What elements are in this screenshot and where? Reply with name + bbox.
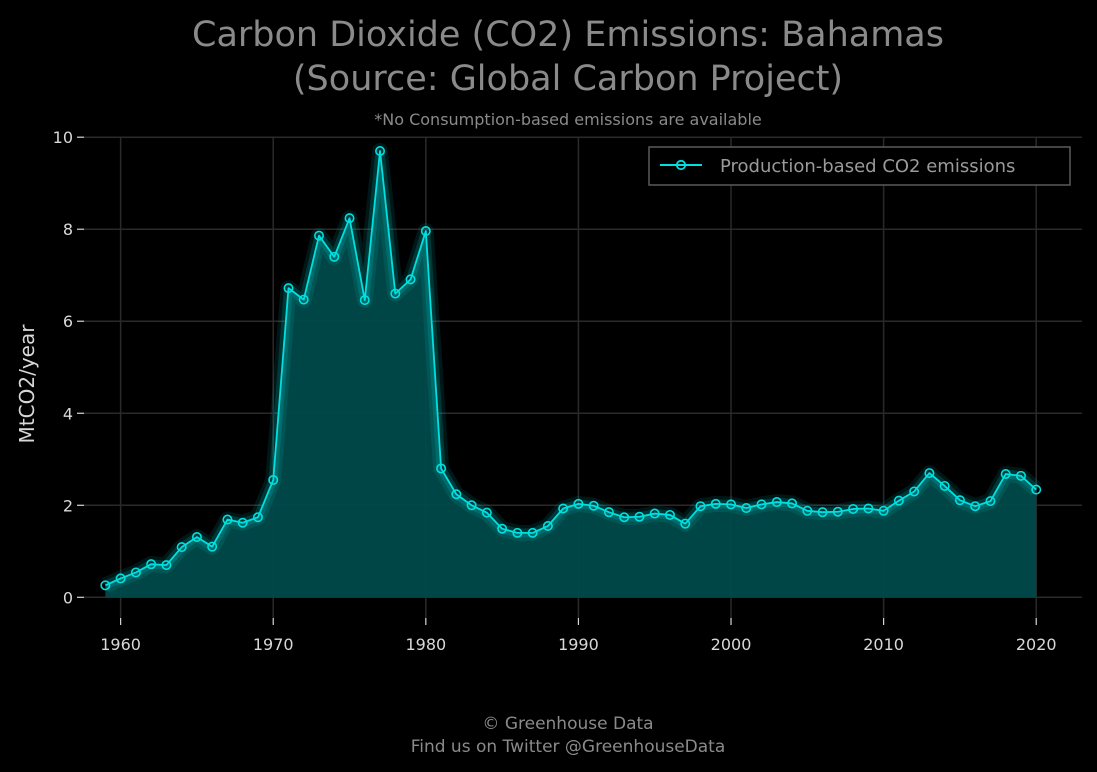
y-tick-label: 0 [63,588,73,607]
data-point [512,527,523,538]
y-tick-label: 4 [63,404,73,423]
y-tick-label: 6 [63,312,73,331]
data-point [298,294,309,305]
data-point [787,498,798,509]
footer-twitter: Find us on Twitter @GreenhouseData [411,737,726,757]
data-point [558,503,569,514]
data-point [314,230,325,241]
data-point [878,505,889,516]
data-point [527,527,538,538]
data-point [848,503,859,514]
data-point [909,486,920,497]
x-tick-label: 1970 [253,635,294,654]
x-tick-label: 2010 [863,635,904,654]
data-point [954,495,965,506]
line-layer [104,150,1037,587]
data-point [756,499,767,510]
data-point [939,480,950,491]
x-tick-label: 2020 [1016,635,1057,654]
series-line [104,150,1037,587]
data-point [329,251,340,262]
data-point [634,511,645,522]
data-point [573,498,584,509]
data-point [115,573,126,584]
data-point [252,512,263,523]
data-point [832,506,843,517]
data-point [405,274,416,285]
series-area [105,151,1037,598]
area-layer [105,151,1037,598]
data-point [680,518,691,529]
legend-point-marker [675,159,687,171]
data-point [542,520,553,531]
data-point [497,523,508,534]
data-point [130,567,141,578]
data-point [466,500,477,511]
data-point [146,559,157,570]
data-point [375,146,386,157]
data-point [222,514,233,525]
data-point [420,226,431,237]
data-point [344,213,355,224]
y-axis: 0 2 4 6 8 10 [53,128,84,607]
x-tick-label: 1990 [558,635,599,654]
points-layer [100,146,1042,591]
legend: Production-based CO2 emissions [648,146,1071,186]
data-point [237,517,248,528]
y-tick-label: 10 [53,128,73,147]
legend-box [648,146,1071,186]
data-point [771,497,782,508]
y-axis-label: MtCO2/year [15,324,39,444]
x-tick-label: 1980 [405,635,446,654]
data-point [802,505,813,516]
legend-label: Production-based CO2 emissions [720,156,1015,177]
data-point [619,512,630,523]
data-point [863,503,874,514]
data-point [664,509,675,520]
data-point [893,495,904,506]
data-point [970,501,981,512]
data-point [100,580,111,591]
data-point [1015,470,1026,481]
y-tick-label: 2 [63,496,73,515]
data-point [817,507,828,518]
data-point [176,542,187,553]
data-point [695,501,706,512]
data-point [283,283,294,294]
data-point [649,508,660,519]
data-point [603,507,614,518]
data-point [710,498,721,509]
data-point [726,499,737,510]
data-point [741,503,752,514]
data-point [191,532,202,543]
data-point [390,288,401,299]
data-point [1031,484,1042,495]
data-point [359,295,370,306]
chart-title-line2: (Source: Global Carbon Project) [293,59,843,99]
footer-copyright: © Greenhouse Data [482,714,653,734]
data-point [161,560,172,571]
data-point [451,489,462,500]
data-point [207,541,218,552]
data-point [268,474,279,485]
x-tick-label: 2000 [711,635,752,654]
y-tick-label: 8 [63,220,73,239]
x-axis: 1960 1970 1980 1990 2000 2010 2020 [100,618,1057,654]
data-point [481,507,492,518]
data-point [588,500,599,511]
chart-subtitle: *No Consumption-based emissions are avai… [374,110,762,129]
data-point [436,463,447,474]
data-point [985,496,996,507]
data-point [924,468,935,479]
x-tick-label: 1960 [100,635,141,654]
data-point [1000,468,1011,479]
chart-title-line1: Carbon Dioxide (CO2) Emissions: Bahamas [192,15,944,55]
